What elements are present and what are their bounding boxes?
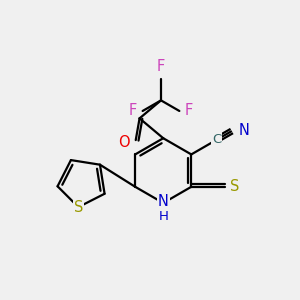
Text: F: F (157, 59, 165, 74)
Text: F: F (129, 103, 137, 118)
Text: N: N (158, 194, 169, 209)
Text: C: C (212, 133, 221, 146)
Text: F: F (185, 103, 193, 118)
Text: N: N (238, 123, 249, 138)
Text: O: O (118, 135, 129, 150)
Text: H: H (158, 210, 168, 223)
Text: S: S (74, 200, 83, 214)
Text: S: S (230, 179, 240, 194)
